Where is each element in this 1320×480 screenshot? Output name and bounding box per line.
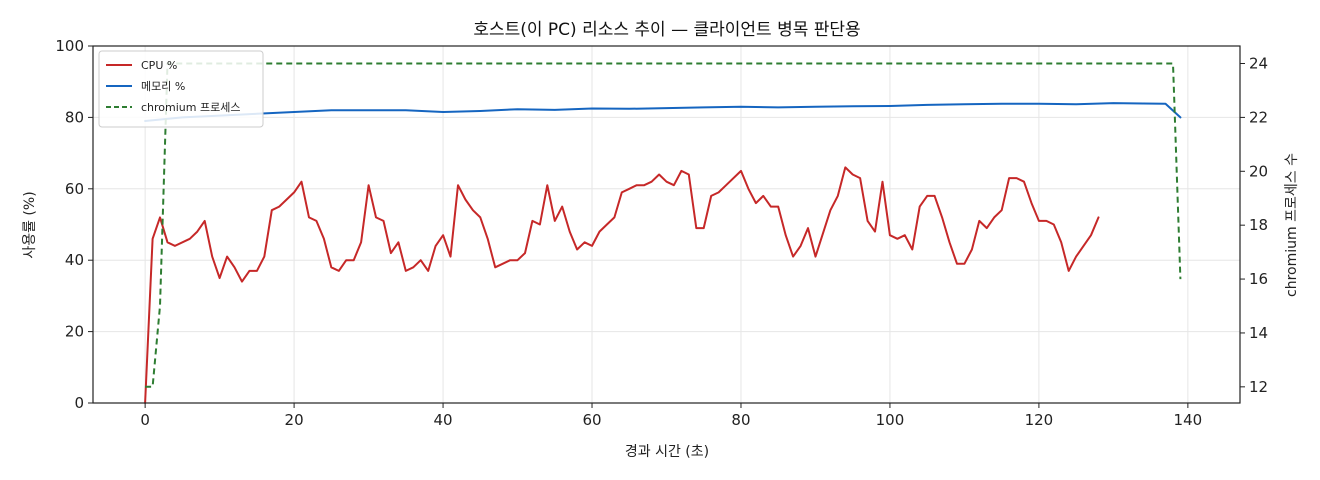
x-tick-label: 60 [582,411,601,429]
y-tick-label: 100 [55,37,84,55]
y-tick-label: 40 [65,251,84,269]
series-line-1 [144,102,1182,122]
y2-tick-label: 22 [1249,108,1268,126]
y-axis-label: 사용률 (%) [22,191,38,258]
legend-label-0: CPU % [141,59,177,72]
legend-label-1: 메모리 % [141,80,185,93]
y-tick-label: 20 [65,323,84,341]
y2-axis-ticks: 12 14 16 18 20 22 24 [1240,55,1268,396]
y2-tick-label: 12 [1249,378,1268,396]
y2-tick-label: 18 [1249,216,1268,234]
legend: CPU % 메모리 % chromium 프로세스 [98,50,264,128]
y-axis-ticks: 0 20 40 60 80 100 [55,37,93,412]
x-axis-label: 경과 시간 (초) [625,444,709,460]
plot-frame [92,45,1241,404]
y-tick-label: 0 [74,394,84,412]
x-tick-label: 20 [285,411,304,429]
y-tick-label: 60 [65,180,84,198]
x-tick-label: 0 [140,411,150,429]
series-layer [144,62,1182,404]
y2-axis-label: chromium 프로세스 수 [1284,153,1300,297]
x-axis-ticks: 0 20 40 60 80 100 120 140 [140,403,1202,429]
y2-tick-label: 16 [1249,270,1268,288]
legend-box [98,50,264,128]
x-tick-label: 100 [876,411,905,429]
x-tick-label: 40 [434,411,453,429]
legend-label-2: chromium 프로세스 [141,101,240,114]
y2-tick-label: 14 [1249,324,1268,342]
x-tick-label: 140 [1174,411,1203,429]
y-tick-label: 80 [65,108,84,126]
y2-tick-label: 20 [1249,162,1268,180]
y2-tick-label: 24 [1249,55,1268,73]
x-tick-label: 120 [1025,411,1054,429]
series-line-2 [145,62,1182,388]
grid-lines [93,45,1240,404]
x-tick-label: 80 [731,411,750,429]
chart-title: 호스트(이 PC) 리소스 추이 — 클라이언트 병목 판단용 [473,20,860,40]
series-line-0 [144,166,1100,404]
